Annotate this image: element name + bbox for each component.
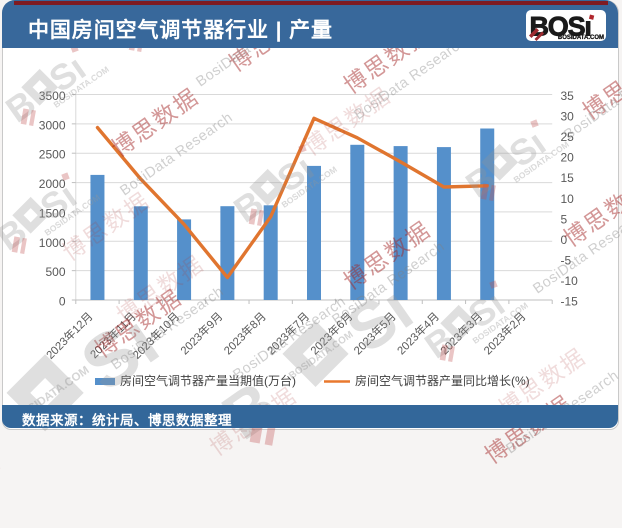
- svg-text:2023年7月: 2023年7月: [264, 309, 312, 357]
- svg-text:2023年5月: 2023年5月: [351, 309, 399, 357]
- svg-text:3000: 3000: [39, 118, 66, 132]
- svg-text:-15: -15: [561, 295, 579, 309]
- svg-text:房间空气调节器产量当期值(万台): 房间空气调节器产量当期值(万台): [120, 373, 296, 388]
- svg-text:0: 0: [59, 295, 66, 309]
- svg-text:2000: 2000: [39, 177, 66, 191]
- svg-text:30: 30: [561, 110, 575, 124]
- svg-text:-10: -10: [561, 274, 579, 288]
- svg-text:-5: -5: [561, 253, 572, 267]
- svg-text:20: 20: [561, 151, 575, 165]
- svg-text:2023年9月: 2023年9月: [177, 309, 225, 357]
- svg-text:2023年4月: 2023年4月: [394, 309, 442, 357]
- svg-text:10: 10: [561, 192, 575, 206]
- svg-text:25: 25: [561, 130, 575, 144]
- svg-text:3500: 3500: [39, 89, 66, 103]
- svg-text:2023年10月: 2023年10月: [130, 309, 183, 362]
- svg-text:0: 0: [561, 233, 568, 247]
- svg-text:5: 5: [561, 212, 568, 226]
- svg-text:2023年12月: 2023年12月: [43, 309, 96, 362]
- svg-text:1500: 1500: [39, 206, 66, 220]
- svg-text:35: 35: [561, 89, 575, 103]
- svg-text:2023年2月: 2023年2月: [481, 309, 529, 357]
- svg-text:BOSIDATA.COM: BOSIDATA.COM: [558, 35, 604, 41]
- svg-text:500: 500: [45, 265, 65, 279]
- svg-text:2023年8月: 2023年8月: [221, 309, 269, 357]
- svg-text:房间空气调节器产量同比增长(%): 房间空气调节器产量同比增长(%): [355, 373, 530, 388]
- svg-text:15: 15: [561, 171, 575, 185]
- svg-text:2500: 2500: [39, 148, 66, 162]
- svg-text:1000: 1000: [39, 236, 66, 250]
- svg-text:2023年6月: 2023年6月: [307, 309, 355, 357]
- svg-text:2023年3月: 2023年3月: [437, 309, 485, 357]
